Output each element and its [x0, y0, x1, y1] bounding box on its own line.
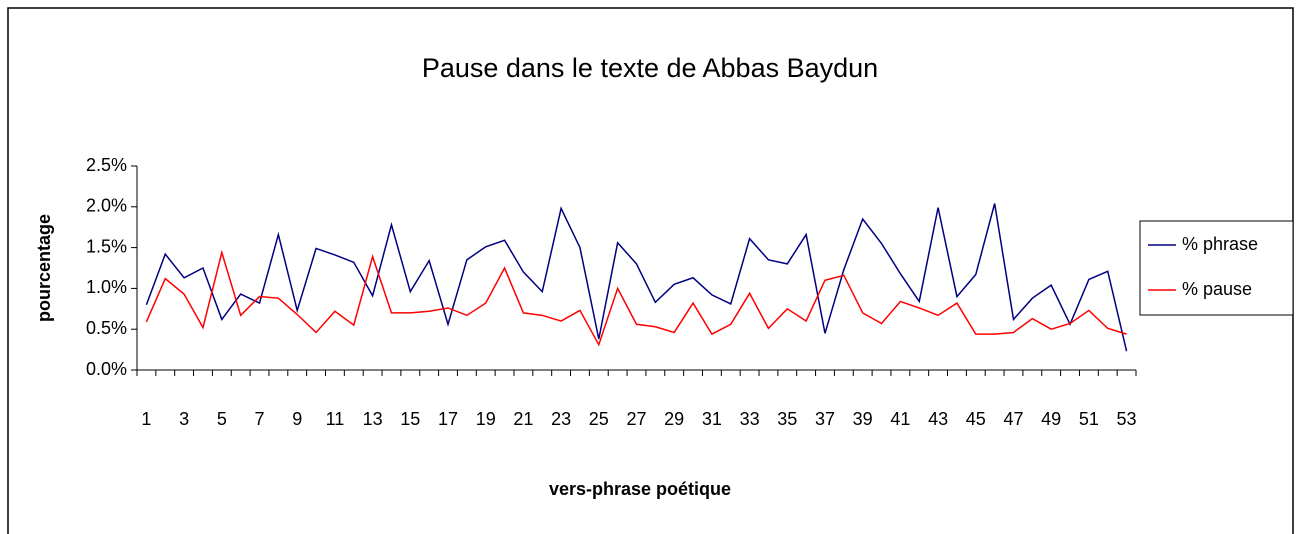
x-tick-label: 35 — [777, 409, 797, 429]
x-tick-label: 27 — [626, 409, 646, 429]
x-tick-label: 39 — [853, 409, 873, 429]
x-tick-label: 53 — [1117, 409, 1137, 429]
x-axis-title: vers-phrase poétique — [549, 479, 731, 499]
x-tick-label: 11 — [326, 409, 345, 429]
x-tick-label: 1 — [141, 409, 151, 429]
y-axis-title: pourcentage — [34, 214, 54, 322]
y-tick-label: 1.5% — [86, 236, 127, 256]
x-tick-label: 43 — [928, 409, 948, 429]
legend-label: % pause — [1182, 279, 1252, 299]
x-tick-label: 23 — [551, 409, 571, 429]
x-tick-label: 37 — [815, 409, 835, 429]
x-tick-label: 31 — [702, 409, 722, 429]
x-tick-label: 45 — [966, 409, 986, 429]
x-tick-label: 17 — [438, 409, 458, 429]
x-tick-label: 49 — [1041, 409, 1061, 429]
legend-label: % phrase — [1182, 234, 1258, 254]
x-tick-label: 41 — [890, 409, 910, 429]
x-tick-label: 7 — [255, 409, 265, 429]
series-line — [145, 203, 1128, 352]
y-tick-label: 2.5% — [86, 155, 127, 175]
y-tick-label: 0.0% — [86, 359, 127, 379]
series-line — [145, 249, 1127, 347]
legend-box — [1139, 220, 1294, 316]
x-tick-label: 25 — [589, 409, 609, 429]
x-tick-label: 13 — [363, 409, 383, 429]
x-tick-label: 21 — [513, 409, 533, 429]
chart-frame — [7, 7, 1294, 534]
x-tick-label: 5 — [217, 409, 227, 429]
x-tick-label: 29 — [664, 409, 684, 429]
x-tick-label: 51 — [1079, 409, 1099, 429]
y-tick-label: 2.0% — [86, 196, 127, 216]
x-tick-label: 9 — [292, 409, 302, 429]
x-tick-label: 19 — [476, 409, 496, 429]
x-tick-label: 47 — [1003, 409, 1023, 429]
y-tick-label: 1.0% — [86, 277, 127, 297]
x-tick-label: 33 — [740, 409, 760, 429]
y-tick-label: 0.5% — [86, 318, 127, 338]
chart-title: Pause dans le texte de Abbas Baydun — [422, 53, 878, 83]
x-tick-label: 15 — [400, 409, 420, 429]
x-tick-label: 3 — [179, 409, 189, 429]
